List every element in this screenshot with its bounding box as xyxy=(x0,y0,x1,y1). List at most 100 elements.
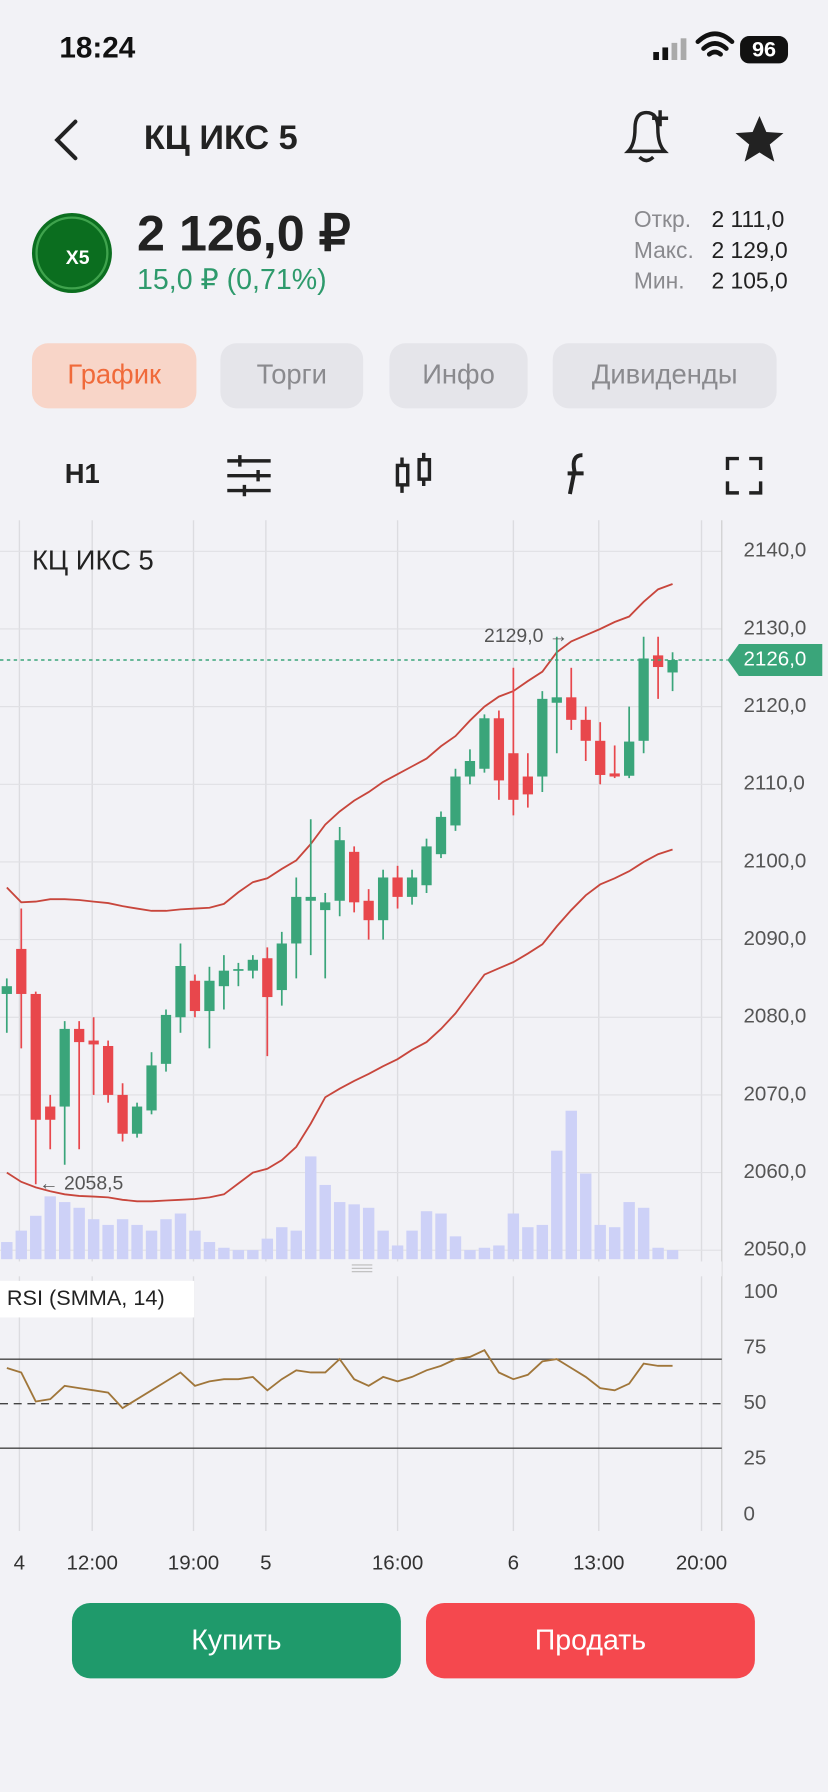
signal-icon xyxy=(653,38,687,61)
tab-label: Дивиденды xyxy=(592,359,738,390)
volume-bar xyxy=(377,1230,389,1260)
volume-bar xyxy=(493,1245,505,1260)
band-line xyxy=(6,583,673,912)
candle-body xyxy=(450,776,461,826)
price-change: 15,0 ₽ (0,71%) xyxy=(137,264,327,296)
candle-body xyxy=(595,740,606,775)
candle-body xyxy=(74,1028,85,1043)
tab[interactable] xyxy=(389,343,528,409)
logo-ring xyxy=(35,216,109,290)
sell-button[interactable] xyxy=(425,1602,755,1679)
y-tick-label: 2070,0 xyxy=(743,1082,806,1105)
stats: Откр. 2 111,0 Макс. 2 129,0 Мин. 2 105,0 xyxy=(634,206,788,294)
x-tick-label: 13:00 xyxy=(573,1552,624,1575)
buy-button[interactable] xyxy=(71,1602,401,1679)
back-button[interactable] xyxy=(54,119,78,161)
interval-button[interactable]: H1 xyxy=(65,458,100,489)
candle-body xyxy=(175,966,186,1018)
volume-bar xyxy=(507,1213,520,1260)
status-time: 18:24 xyxy=(59,32,135,65)
chart-type-button[interactable] xyxy=(395,452,432,493)
x-tick-label: 16:00 xyxy=(372,1552,423,1575)
chart-title: КЦ ИКС 5 xyxy=(32,545,154,576)
candle-body xyxy=(218,970,230,987)
low-annotation: ← 2058,5 xyxy=(39,1172,123,1194)
volume-bar xyxy=(420,1211,433,1260)
candle-body xyxy=(160,1014,172,1064)
volume-bar xyxy=(536,1224,549,1260)
candle-body xyxy=(189,980,201,1012)
stat-label: Макс. xyxy=(634,237,694,263)
volume-bar xyxy=(232,1250,245,1260)
y-tick-label: 2080,0 xyxy=(743,1005,806,1028)
last-price-label: 2126,0 xyxy=(743,647,806,670)
candle-body xyxy=(262,958,273,998)
candle-body xyxy=(551,697,562,703)
x-tick-label: 4 xyxy=(14,1552,25,1575)
tab[interactable] xyxy=(552,343,777,409)
buy-label: Купить xyxy=(191,1624,281,1656)
volume-bar xyxy=(189,1230,201,1260)
rsi-title: RSI (SMMA, 14) xyxy=(7,1285,165,1310)
candle-body xyxy=(421,846,432,886)
volume-bar xyxy=(116,1219,129,1260)
candle-body xyxy=(580,719,591,741)
volume-bar xyxy=(15,1230,27,1260)
candle-body xyxy=(522,776,533,795)
logo-text: X5 xyxy=(66,247,90,269)
candle-body xyxy=(667,660,678,673)
volume-bar xyxy=(449,1236,462,1260)
y-tick-label: 2100,0 xyxy=(743,849,806,872)
y-tick-label: 2050,0 xyxy=(743,1238,806,1261)
volume-bar xyxy=(623,1202,635,1260)
volume-bar xyxy=(406,1230,418,1260)
volume-bar xyxy=(608,1227,621,1260)
volume-bar xyxy=(666,1250,679,1260)
candle-body xyxy=(1,986,12,994)
x-tick-label: 5 xyxy=(260,1552,271,1575)
stat-label: Мин. xyxy=(634,268,685,294)
candle-body xyxy=(652,655,664,668)
volume-bar xyxy=(247,1250,259,1260)
tab[interactable] xyxy=(220,343,364,409)
volume-bar xyxy=(261,1238,274,1260)
volume-bar xyxy=(58,1202,71,1260)
candle-body xyxy=(204,980,215,1012)
rsi-tick-label: 75 xyxy=(743,1335,766,1358)
candle-body xyxy=(537,698,548,777)
candle-body xyxy=(146,1065,157,1111)
candle-body xyxy=(291,896,302,944)
candle-body xyxy=(392,877,403,897)
x-tick-label: 20:00 xyxy=(676,1552,727,1575)
volume-bar xyxy=(348,1204,360,1260)
indicators-button[interactable] xyxy=(227,455,271,497)
price: 2 126,0 ₽ xyxy=(137,205,351,261)
volume-bar xyxy=(102,1224,114,1260)
candle-body xyxy=(363,900,374,921)
candle-body xyxy=(464,760,476,777)
tabs: График Торги Инфо Дивиденды xyxy=(31,343,777,409)
candle-body xyxy=(131,1106,143,1134)
volume-bar xyxy=(551,1150,563,1260)
volume-bar xyxy=(464,1250,476,1260)
volume-bar xyxy=(580,1173,592,1260)
high-annotation: 2129,0 → xyxy=(484,625,568,647)
favorite-button[interactable] xyxy=(735,115,784,162)
rsi-line xyxy=(6,1349,673,1410)
candle-body xyxy=(30,993,41,1120)
volume-bar xyxy=(44,1196,56,1260)
candle-body xyxy=(377,877,389,921)
fullscreen-button[interactable] xyxy=(725,456,763,495)
volume-bar xyxy=(435,1213,447,1260)
resize-handle[interactable] xyxy=(351,1264,373,1273)
candle-body xyxy=(479,718,490,769)
stat-value: 2 111,0 xyxy=(712,206,785,232)
volume-bar xyxy=(131,1224,143,1260)
function-button[interactable] xyxy=(567,453,584,495)
volume-bar xyxy=(160,1219,172,1260)
tab[interactable] xyxy=(31,343,197,409)
rsi-tick-label: 25 xyxy=(743,1447,766,1470)
volume-bar xyxy=(73,1207,85,1260)
alert-button[interactable] xyxy=(624,110,669,163)
